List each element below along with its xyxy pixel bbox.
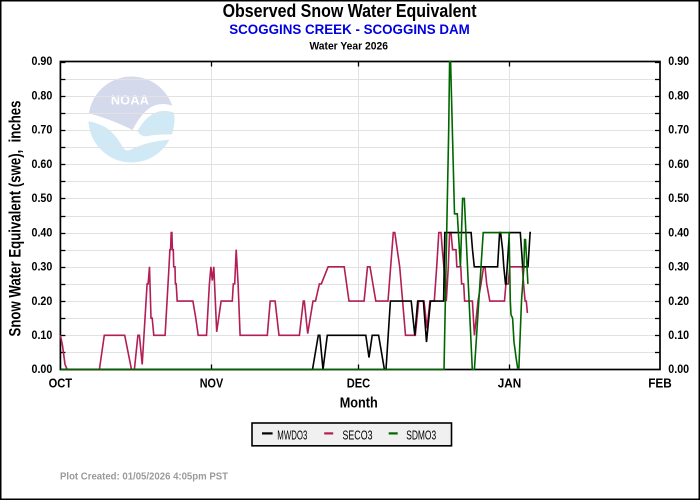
- svg-text:0.10: 0.10: [32, 330, 53, 342]
- svg-text:0.50: 0.50: [668, 193, 689, 205]
- svg-text:0.40: 0.40: [32, 227, 53, 239]
- svg-text:SECO3: SECO3: [343, 429, 373, 443]
- svg-text:Month: Month: [340, 396, 378, 412]
- svg-text:0.20: 0.20: [668, 296, 689, 308]
- svg-text:0.30: 0.30: [32, 262, 53, 274]
- svg-text:Plot Created: 01/05/2026 4:05p: Plot Created: 01/05/2026 4:05pm PST: [60, 472, 228, 483]
- svg-text:SDMO3: SDMO3: [406, 429, 436, 443]
- svg-text:Snow Water Equivalent (swe),: Snow Water Equivalent (swe), inches: [5, 100, 24, 336]
- svg-text:SCOGGINS CREEK - SCOGGINS DAM: SCOGGINS CREEK - SCOGGINS DAM: [229, 22, 470, 37]
- svg-text:FEB: FEB: [648, 376, 672, 390]
- svg-text:0.40: 0.40: [668, 227, 689, 239]
- svg-text:Observed Snow Water Equivalent: Observed Snow Water Equivalent: [223, 1, 477, 21]
- svg-text:0.90: 0.90: [32, 56, 53, 68]
- svg-text:NOV: NOV: [200, 376, 224, 390]
- svg-text:0.10: 0.10: [668, 330, 689, 342]
- svg-text:0.60: 0.60: [32, 159, 53, 171]
- svg-text:0.30: 0.30: [668, 262, 689, 274]
- svg-text:0.00: 0.00: [32, 364, 53, 376]
- svg-text:0.80: 0.80: [32, 90, 53, 102]
- svg-text:0.70: 0.70: [32, 125, 53, 137]
- svg-text:0.70: 0.70: [668, 125, 689, 137]
- svg-text:0.90: 0.90: [668, 56, 689, 68]
- svg-text:0.00: 0.00: [668, 364, 689, 376]
- svg-text:0.50: 0.50: [32, 193, 53, 205]
- svg-text:JAN: JAN: [498, 376, 522, 390]
- svg-text:MWDO3: MWDO3: [277, 429, 307, 443]
- svg-text:NOAA: NOAA: [111, 93, 149, 107]
- svg-text:0.20: 0.20: [32, 296, 53, 308]
- svg-text:0.60: 0.60: [668, 159, 689, 171]
- svg-text:DEC: DEC: [347, 376, 371, 390]
- svg-text:0.80: 0.80: [668, 90, 689, 102]
- svg-text:OCT: OCT: [49, 376, 73, 390]
- svg-text:Water Year 2026: Water Year 2026: [309, 41, 388, 53]
